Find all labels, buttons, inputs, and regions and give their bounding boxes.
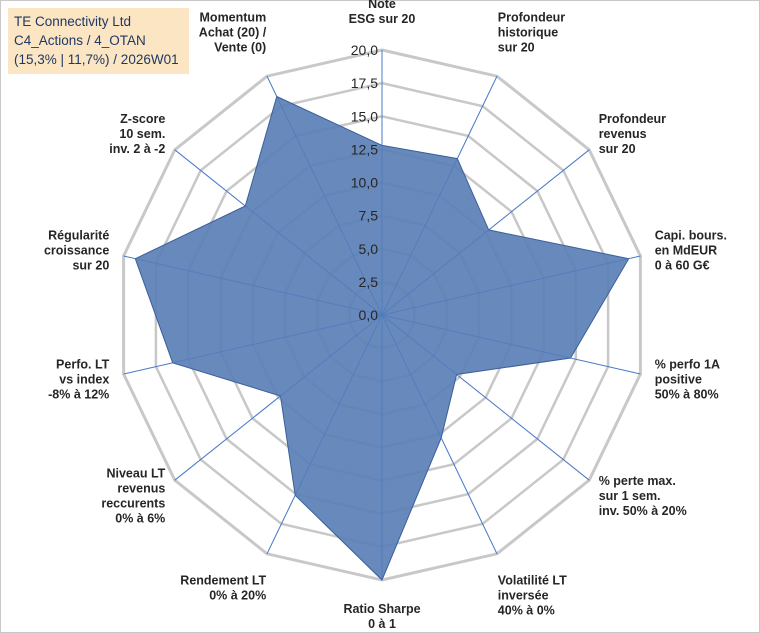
radar-axis-label: Profondeur revenus sur 20 [599,112,666,156]
radar-axis-label-line: reccurents [101,496,165,510]
radar-axis-label: Momentum Achat (20) / Vente (0) [199,11,267,55]
radar-axis-label-line: Momentum [200,11,267,25]
radar-axis-label-line: inv. 50% à 20% [599,504,687,518]
chart-title-box: TE Connectivity Ltd C4_Actions / 4_OTAN … [8,8,189,74]
radar-tick-label: 17,5 [351,75,378,91]
radar-axis-label-line: positive [655,373,702,387]
radar-axis-label-line: 0 à 1 [368,617,396,631]
radar-tick-label: 2,5 [359,274,379,290]
radar-axis-label-line: Capi. bours. [655,229,727,243]
radar-axis-label: Note ESG sur 20 [349,0,416,26]
radar-axis-label-line: sur 20 [599,142,636,156]
radar-axis-label: % perte max. sur 1 sem. inv. 50% à 20% [599,474,687,518]
radar-axis-label-line: ESG sur 20 [349,12,416,26]
chart-title-company: TE Connectivity Ltd [14,14,132,29]
radar-axis-label-line: vs index [59,373,109,387]
radar-axis-label-line: 50% à 80% [655,388,719,402]
radar-axis-label-line: Rendement LT [180,573,266,587]
radar-axis-line-overlay [381,255,641,316]
radar-axis-label-line: sur 20 [72,259,109,273]
radar-axis-label: Perfo. LT vs index -8% à 12% [48,358,110,402]
radar-axis-label-line: 0% à 20% [209,588,266,602]
radar-axis-label: Capi. bours. en MdEUR 0 à 60 G€ [655,229,727,273]
radar-axis-label: % perfo 1A positive 50% à 80% [655,358,720,402]
radar-axis-line-overlay [381,314,590,481]
radar-axis-label: Volatilité LT inversée 40% à 0% [498,573,567,617]
radar-tick-label: 10,0 [351,175,378,191]
radar-axis-label: Ratio Sharpe 0 à 1 [343,602,420,631]
radar-axis-label: Z-score 10 sem. inv. 2 à -2 [109,112,165,156]
radar-axis-label-line: sur 20 [498,41,535,55]
radar-axis-label-line: croissance [44,244,109,258]
radar-axis-label-line: Profondeur [498,11,565,25]
radar-tick-label: 15,0 [351,108,378,124]
radar-axis-line-overlay [381,76,498,316]
radar-axis-label-line: inversée [498,588,549,602]
radar-tick-label: 0,0 [359,307,379,323]
radar-axis-label: Niveau LT revenus reccurents 0% à 6% [101,466,165,525]
radar-tick-label: 20,0 [351,42,378,58]
radar-axis-line-overlay [174,149,383,316]
radar-axis-line-overlay [123,255,383,316]
radar-axis-line-overlay [266,314,383,554]
chart-title-category: C4_Actions / 4_OTAN [14,33,146,48]
radar-tick-label: 7,5 [359,208,379,224]
radar-axis-label-line: 40% à 0% [498,603,555,617]
radar-axis-label-line: inv. 2 à -2 [109,142,165,156]
radar-tick-label: 5,0 [359,241,379,257]
radar-axis-label-line: Achat (20) / [199,26,267,40]
radar-axis-label-line: 10 sem. [119,127,165,141]
radar-axis-label: Rendement LT 0% à 20% [180,573,266,602]
radar-axis-label-line: 0 à 60 G€ [655,259,710,273]
radar-tick-label: 12,5 [351,141,378,157]
radar-axis-label-line: Profondeur [599,112,666,126]
radar-axis-label-line: % perte max. [599,474,676,488]
radar-axis-line-overlay [381,149,590,316]
radar-axis-line-overlay [381,314,498,554]
radar-axis-label-line: -8% à 12% [48,388,109,402]
radar-axis-label: Régularité croissance sur 20 [44,229,109,273]
radar-axis-label-line: Volatilité LT [498,573,567,587]
radar-axis-label-line: Vente (0) [214,41,266,55]
radar-axis-label-line: 0% à 6% [115,511,165,525]
radar-axis-line-overlay [123,314,383,375]
radar-axis-label-line: revenus [599,127,647,141]
radar-axis-label-line: Perfo. LT [56,358,110,372]
radar-axis-label-line: sur 1 sem. [599,489,661,503]
radar-axis-label-line: en MdEUR [655,244,718,258]
radar-axis-label-line: Niveau LT [106,466,165,480]
radar-axis-line-overlay [381,314,641,375]
radar-axis-label-line: revenus [117,481,165,495]
radar-axis-label: Profondeur historique sur 20 [498,11,565,55]
radar-axis-label-line: Z-score [120,112,165,126]
radar-axis-line-overlay [266,76,383,316]
radar-axis-label-line: Ratio Sharpe [343,602,420,616]
radar-axis-label-line: % perfo 1A [655,358,720,372]
radar-axis-label-line: Régularité [48,229,109,243]
radar-axis-label-line: Note [368,0,396,11]
radar-axis-label-line: historique [498,26,558,40]
chart-title-stats: (15,3% | 11,7%) / 2026W01 [14,52,179,67]
radar-axis-line-overlay [174,314,383,481]
